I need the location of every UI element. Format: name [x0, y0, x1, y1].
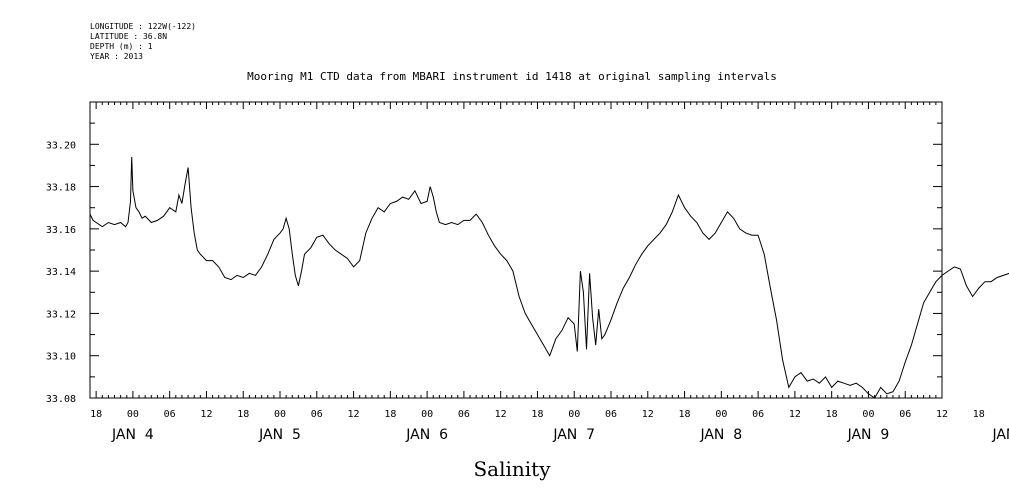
x-tick-label: 18 [90, 409, 102, 420]
y-tick-label: 33.14 [46, 267, 76, 278]
depth-label: DEPTH (m) : 1 [90, 42, 153, 51]
y-tick-labels: 33.08 33.10 33.12 33.14 33.16 33.18 33.20 [46, 140, 76, 405]
x-tick-label: 00 [862, 409, 874, 420]
salinity-series-line [89, 156, 1009, 399]
y-tick-label: 33.16 [46, 225, 76, 236]
x-tick-label: 06 [899, 409, 911, 420]
latitude-label: LATITUDE : 36.8N [90, 32, 168, 41]
date-label: JAN 4 [111, 427, 154, 443]
x-tick-labels: 18 00 06 12 18 00 06 12 18 00 06 12 18 00 06 12 18 00 06 12… [90, 409, 985, 420]
date-label: JAN 6 [405, 427, 448, 443]
date-label: JAN 8 [699, 427, 742, 443]
x-tick-label: 12 [495, 409, 507, 420]
longitude-label: LONGITUDE : 122W(-122) [90, 22, 196, 31]
x-tick-label: 00 [568, 409, 580, 420]
x-tick-label: 00 [421, 409, 433, 420]
x-tick-label: 06 [605, 409, 617, 420]
y-tick-label: 33.08 [46, 394, 76, 405]
year-label: YEAR : 2013 [90, 52, 143, 61]
x-tick-label: 18 [237, 409, 249, 420]
x-tick-label: 12 [789, 409, 801, 420]
y-tick-label: 33.12 [46, 309, 76, 320]
y-tick-label: 33.10 [46, 352, 76, 363]
chart-title: Mooring M1 CTD data from MBARI instrumen… [247, 70, 777, 83]
x-tick-label: 06 [164, 409, 176, 420]
axis-ticks [89, 101, 943, 399]
x-tick-label: 18 [531, 409, 543, 420]
x-tick-label: 18 [826, 409, 838, 420]
x-tick-label: 06 [752, 409, 764, 420]
date-label: JAN 7 [552, 427, 595, 443]
plot-frame [89, 101, 943, 399]
x-tick-label: 12 [348, 409, 360, 420]
x-tick-label: 18 [384, 409, 396, 420]
date-label: JAN 5 [258, 427, 301, 443]
x-tick-label: 12 [200, 409, 212, 420]
y-tick-label: 33.18 [46, 183, 76, 194]
date-label: JAN 10 [991, 427, 1009, 443]
x-tick-label: 18 [679, 409, 691, 420]
x-tick-label: 06 [311, 409, 323, 420]
y-tick-label: 33.20 [46, 140, 76, 151]
x-tick-label: 12 [642, 409, 654, 420]
x-tick-label: 00 [127, 409, 139, 420]
metadata-block: LONGITUDE : 122W(-122) LATITUDE : 36.8N … [90, 22, 196, 62]
x-axis-label: Salinity [473, 457, 551, 481]
x-tick-label: 18 [973, 409, 985, 420]
x-tick-label: 00 [274, 409, 286, 420]
x-tick-label: 06 [458, 409, 470, 420]
x-tick-label: 12 [936, 409, 948, 420]
date-label: JAN 9 [847, 427, 890, 443]
x-tick-label: 00 [715, 409, 727, 420]
